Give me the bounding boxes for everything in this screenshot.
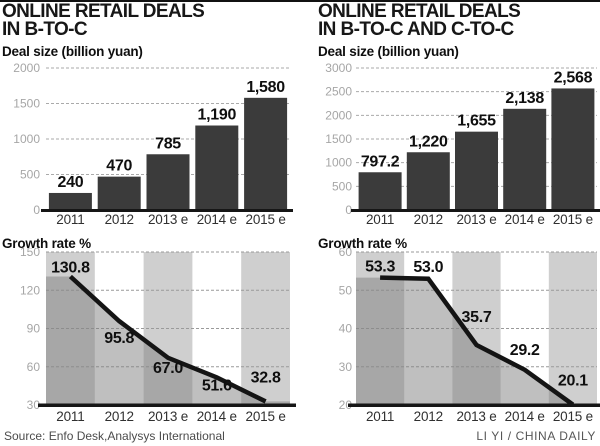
- artist-credit: LI YI / CHINA DAILY: [476, 429, 596, 443]
- growth-value-label: 29.2: [510, 342, 540, 359]
- x-axis-label: 2015 e: [553, 409, 593, 424]
- growth-area: [356, 277, 597, 405]
- y-tick-label: 60: [27, 360, 41, 374]
- x-axis-label: 2013 e: [148, 212, 188, 227]
- x-axis-label: 2011: [56, 212, 84, 227]
- x-axis-label: 2012: [105, 409, 134, 424]
- axis-baseline: [38, 403, 296, 407]
- bar-value-label: 1,190: [198, 107, 237, 124]
- y-tick-label: 90: [27, 322, 41, 336]
- y-tick-label: 1500: [325, 132, 352, 146]
- x-axis-label: 2013 e: [456, 409, 496, 424]
- bar-2011: [48, 192, 92, 210]
- x-axis-label: 2012: [414, 409, 443, 424]
- y-tick-label: 150: [20, 248, 40, 259]
- y-tick-label: 120: [20, 283, 40, 297]
- top-border-rule: [0, 0, 600, 2]
- growth-value-label: 53.3: [365, 259, 395, 276]
- bar-value-label: 797.2: [361, 153, 400, 170]
- bar-2014 e: [503, 108, 547, 210]
- title-line1: ONLINE RETAIL DEALS: [318, 1, 521, 22]
- y-tick-label: 500: [332, 179, 352, 193]
- y-tick-label: 2000: [325, 108, 352, 122]
- bar-2012: [97, 176, 141, 210]
- growth-rate-line-chart-btoc-ctoc: 60 50 40 30 20 53.3 2011 53.0 2012 35.7 2013 e 29.2…: [339, 248, 600, 424]
- bar-2015 e: [551, 88, 595, 210]
- y-tick-label: 1000: [325, 156, 352, 170]
- growth-rate-line-chart-btoc: 150 120 90 60 30 130.8 2011 95.8 2012 67.0 2013 e 5…: [20, 248, 296, 424]
- x-axis-label: 2014 e: [197, 409, 237, 424]
- x-axis-label: 2013 e: [148, 409, 188, 424]
- bar-value-label: 785: [155, 135, 181, 152]
- y-tick-label: 2500: [325, 85, 352, 99]
- y-tick-label: 500: [20, 168, 40, 182]
- growth-value-label: 53.0: [413, 259, 443, 276]
- bar-2013 e: [455, 131, 498, 210]
- x-axis-label: 2014 e: [505, 212, 545, 227]
- deal-size-subtitle-left: Deal size (billion yuan): [2, 44, 143, 59]
- axis-baseline: [41, 209, 293, 212]
- bar-2015 e: [244, 97, 288, 210]
- growth-value-label: 130.8: [51, 259, 90, 276]
- x-axis-label: 2012: [105, 212, 134, 227]
- growth-value-label: 51.6: [202, 377, 232, 394]
- y-tick-label: 30: [27, 398, 41, 412]
- x-axis-label: 2012: [414, 212, 443, 227]
- x-axis-label: 2015 e: [553, 212, 593, 227]
- bar-2011: [358, 172, 402, 210]
- y-tick-label: 50: [339, 283, 353, 297]
- growth-value-label: 95.8: [104, 330, 134, 347]
- growth-line: [68, 274, 267, 404]
- x-axis-label: 2014 e: [505, 409, 545, 424]
- axis-baseline: [348, 403, 600, 407]
- x-axis-label: 2011: [56, 409, 84, 424]
- source-credit: Source: Enfo Desk,Analysys International: [4, 429, 225, 443]
- y-tick-label: 0: [345, 203, 352, 217]
- bar-value-label: 1,655: [457, 113, 496, 130]
- bar-2014 e: [195, 125, 239, 210]
- panel-title-btoc: ONLINE RETAIL DEALS IN B-TO-C: [2, 1, 205, 40]
- x-axis-label: 2011: [366, 212, 394, 227]
- x-axis-label: 2014 e: [197, 212, 237, 227]
- y-tick-label: 2000: [13, 62, 40, 75]
- y-tick-label: 0: [33, 203, 40, 217]
- growth-value-label: 20.1: [558, 373, 588, 390]
- growth-area: [46, 276, 290, 405]
- growth-value-label: 67.0: [153, 360, 183, 377]
- growth-rate-subtitle-right: Growth rate %: [318, 236, 407, 251]
- bar-value-label: 470: [106, 158, 132, 175]
- x-axis-label: 2015 e: [246, 212, 286, 227]
- bar-value-label: 1,580: [246, 79, 285, 96]
- y-tick-label: 3000: [325, 62, 352, 75]
- panel-title-btoc-ctoc: ONLINE RETAIL DEALS IN B-TO-C AND C-TO-C: [318, 1, 521, 40]
- x-axis-label: 2011: [366, 409, 394, 424]
- x-axis-label: 2015 e: [246, 409, 286, 424]
- growth-value-label: 35.7: [462, 309, 492, 326]
- bar-2013 e: [146, 154, 190, 210]
- title-line1: ONLINE RETAIL DEALS: [2, 1, 205, 22]
- y-tick-label: 60: [339, 248, 353, 259]
- deal-size-subtitle-right: Deal size (billion yuan): [318, 44, 459, 59]
- bar-value-label: 1,220: [409, 133, 448, 150]
- axis-baseline: [351, 209, 600, 212]
- y-tick-label: 40: [339, 322, 353, 336]
- y-tick-label: 1500: [13, 97, 40, 111]
- deal-size-bar-chart-btoc: 2000 1500 1000 500 0 240 2011 470 2012 785 2013 e 1…: [13, 62, 293, 227]
- growth-rate-subtitle-left: Growth rate %: [2, 236, 91, 251]
- bar-2012: [406, 152, 450, 210]
- y-tick-label: 30: [339, 360, 353, 374]
- bar-value-label: 2,138: [505, 90, 544, 107]
- title-line2: IN B-TO-C AND C-TO-C: [318, 19, 514, 40]
- bar-value-label: 2,568: [554, 69, 593, 86]
- y-tick-label: 20: [339, 398, 353, 412]
- growth-line: [380, 275, 575, 407]
- y-tick-label: 1000: [13, 132, 40, 146]
- growth-value-label: 32.8: [251, 369, 281, 386]
- deal-size-bar-chart-btoc-ctoc: 3000 2500 2000 1500 1000 500 0 797.2 2011 1,220 20…: [325, 62, 600, 227]
- x-axis-label: 2013 e: [456, 212, 496, 227]
- bar-value-label: 240: [58, 174, 84, 191]
- title-line2: IN B-TO-C: [2, 19, 88, 40]
